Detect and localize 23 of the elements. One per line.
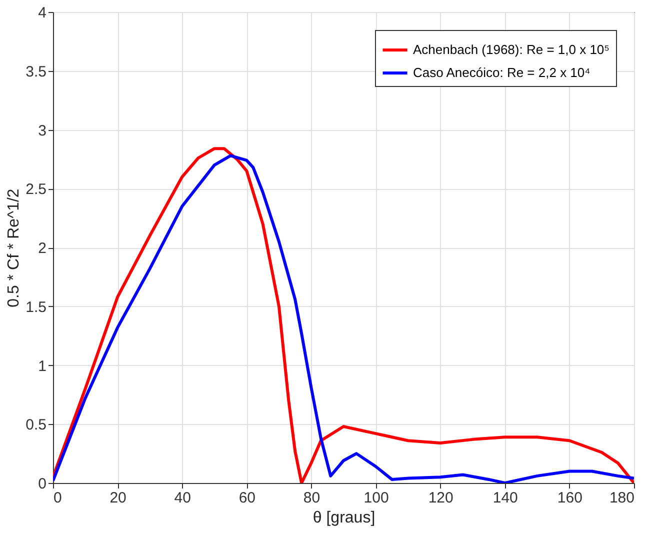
x-axis-title: θ [graus] xyxy=(312,510,376,526)
x-tick-label: 180 xyxy=(609,490,634,506)
x-tick-label: 0 xyxy=(54,490,62,506)
legend-label: Achenbach (1968): Re = 1,0 x 10⁵ xyxy=(413,42,610,57)
y-tick-label: 3.5 xyxy=(26,63,46,80)
x-tick-label: 80 xyxy=(303,490,320,506)
y-tick-label: 2.5 xyxy=(26,181,46,198)
x-tick-label: 120 xyxy=(428,490,454,506)
y-tick-label: 0.5 xyxy=(26,416,46,434)
y-tick-label: 1 xyxy=(38,358,46,375)
x-tick-label: 100 xyxy=(364,490,389,506)
y-tick-label: 2 xyxy=(38,240,46,257)
x-tick-label: 40 xyxy=(174,490,191,506)
x-tick-label: 20 xyxy=(110,490,126,506)
y-tick-label: 3 xyxy=(38,122,46,140)
y-tick-label: 4 xyxy=(38,4,46,22)
y-tick-label: 0 xyxy=(38,476,46,492)
legend-label: Caso Anecóico: Re = 2,2 x 10⁴ xyxy=(413,65,590,80)
x-tick-label: 60 xyxy=(238,490,256,506)
x-tick-label: 140 xyxy=(492,490,518,506)
y-tick-label: 1.5 xyxy=(26,298,46,316)
y-axis-title: 0.5 * Cf * Re^1/2 xyxy=(6,188,23,308)
x-tick-label: 160 xyxy=(557,490,582,506)
